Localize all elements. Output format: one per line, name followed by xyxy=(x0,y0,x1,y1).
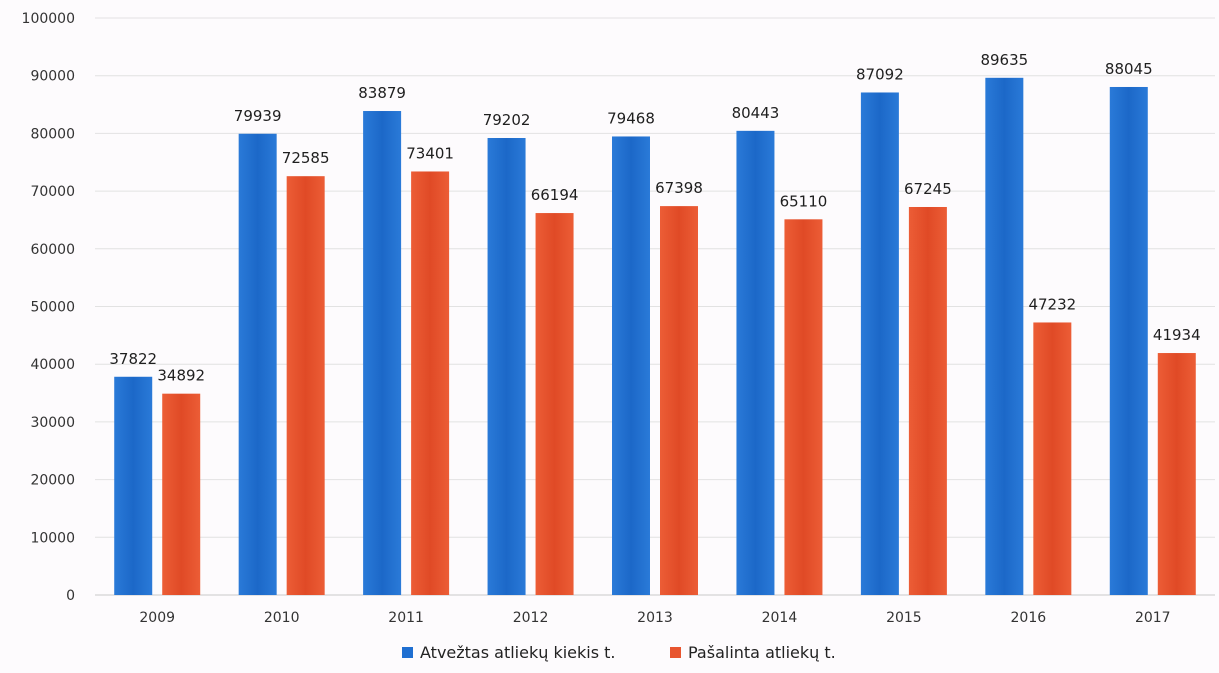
y-tick-label: 100000 xyxy=(22,11,75,27)
x-tick-label: 2012 xyxy=(513,610,549,626)
y-tick-label: 40000 xyxy=(30,357,75,373)
data-label: 73401 xyxy=(406,144,454,162)
y-tick-label: 90000 xyxy=(30,69,75,85)
x-tick-label: 2016 xyxy=(1011,610,1047,626)
y-tick-label: 80000 xyxy=(30,126,75,142)
y-tick-label: 60000 xyxy=(30,242,75,258)
data-label: 79468 xyxy=(607,109,655,127)
data-label: 66194 xyxy=(531,186,579,204)
x-tick-label: 2014 xyxy=(762,610,798,626)
gridlines xyxy=(95,17,1215,596)
x-tick-label: 2017 xyxy=(1135,610,1171,626)
data-label: 65110 xyxy=(780,192,828,210)
bar-delivered-2015 xyxy=(860,92,899,595)
bar-delivered-2016 xyxy=(985,77,1024,596)
x-tick-label: 2009 xyxy=(139,610,175,626)
data-label: 89635 xyxy=(980,51,1028,69)
data-label: 72585 xyxy=(282,149,330,167)
y-tick-label: 70000 xyxy=(30,184,75,200)
x-axis: 2009 2010 2011 2012 2013 2014 2015 2016 2017 xyxy=(139,610,1170,626)
bar-delivered-2017 xyxy=(1109,86,1148,595)
y-tick-label: 10000 xyxy=(30,530,75,546)
bar-removed-2017 xyxy=(1157,353,1196,595)
y-tick-label: 50000 xyxy=(30,300,75,316)
bar-removed-2010 xyxy=(286,176,325,595)
data-label: 41934 xyxy=(1153,326,1201,344)
legend-swatch xyxy=(402,647,413,658)
data-label: 79202 xyxy=(483,111,531,129)
bar-removed-2014 xyxy=(784,219,823,595)
data-label: 80443 xyxy=(732,104,780,122)
data-label: 87092 xyxy=(856,65,904,83)
data-label: 47232 xyxy=(1028,295,1076,313)
bar-removed-2012 xyxy=(535,213,574,596)
y-tick-label: 30000 xyxy=(30,415,75,431)
bar-delivered-2012 xyxy=(487,138,526,595)
data-label: 79939 xyxy=(234,107,282,125)
bar-delivered-2013 xyxy=(612,136,650,595)
bar-delivered-2014 xyxy=(736,130,775,596)
x-tick-label: 2015 xyxy=(886,610,922,626)
y-axis: 0 10000 20000 30000 40000 50000 60000 70000 8000… xyxy=(22,11,75,604)
x-tick-label: 2011 xyxy=(388,610,424,626)
legend-label: Atvežtas atliekų kiekis t. xyxy=(420,643,616,662)
legend-swatch xyxy=(670,647,681,658)
y-tick-label: 20000 xyxy=(30,473,75,489)
data-label: 67398 xyxy=(655,179,703,197)
y-tick-label: 0 xyxy=(66,588,75,604)
bar-delivered-2009 xyxy=(114,376,153,595)
x-tick-label: 2013 xyxy=(637,610,673,626)
data-label: 34892 xyxy=(157,367,205,385)
x-tick-label: 2010 xyxy=(264,610,300,626)
data-label: 67245 xyxy=(904,180,952,198)
legend: Atvežtas atliekų kiekis t. Pašalinta atli… xyxy=(402,643,836,662)
data-label: 83879 xyxy=(358,84,406,102)
bar-removed-2013 xyxy=(660,206,698,596)
legend-label: Pašalinta atliekų t. xyxy=(688,643,836,662)
bar-removed-2011 xyxy=(411,171,450,595)
bars xyxy=(114,77,1196,596)
bar-removed-2015 xyxy=(908,206,947,596)
data-label: 37822 xyxy=(109,350,157,368)
data-label: 88045 xyxy=(1105,60,1153,78)
bar-removed-2009 xyxy=(162,393,201,595)
bar-delivered-2010 xyxy=(238,133,277,596)
bar-delivered-2011 xyxy=(363,111,402,595)
bar-removed-2016 xyxy=(1033,322,1072,595)
